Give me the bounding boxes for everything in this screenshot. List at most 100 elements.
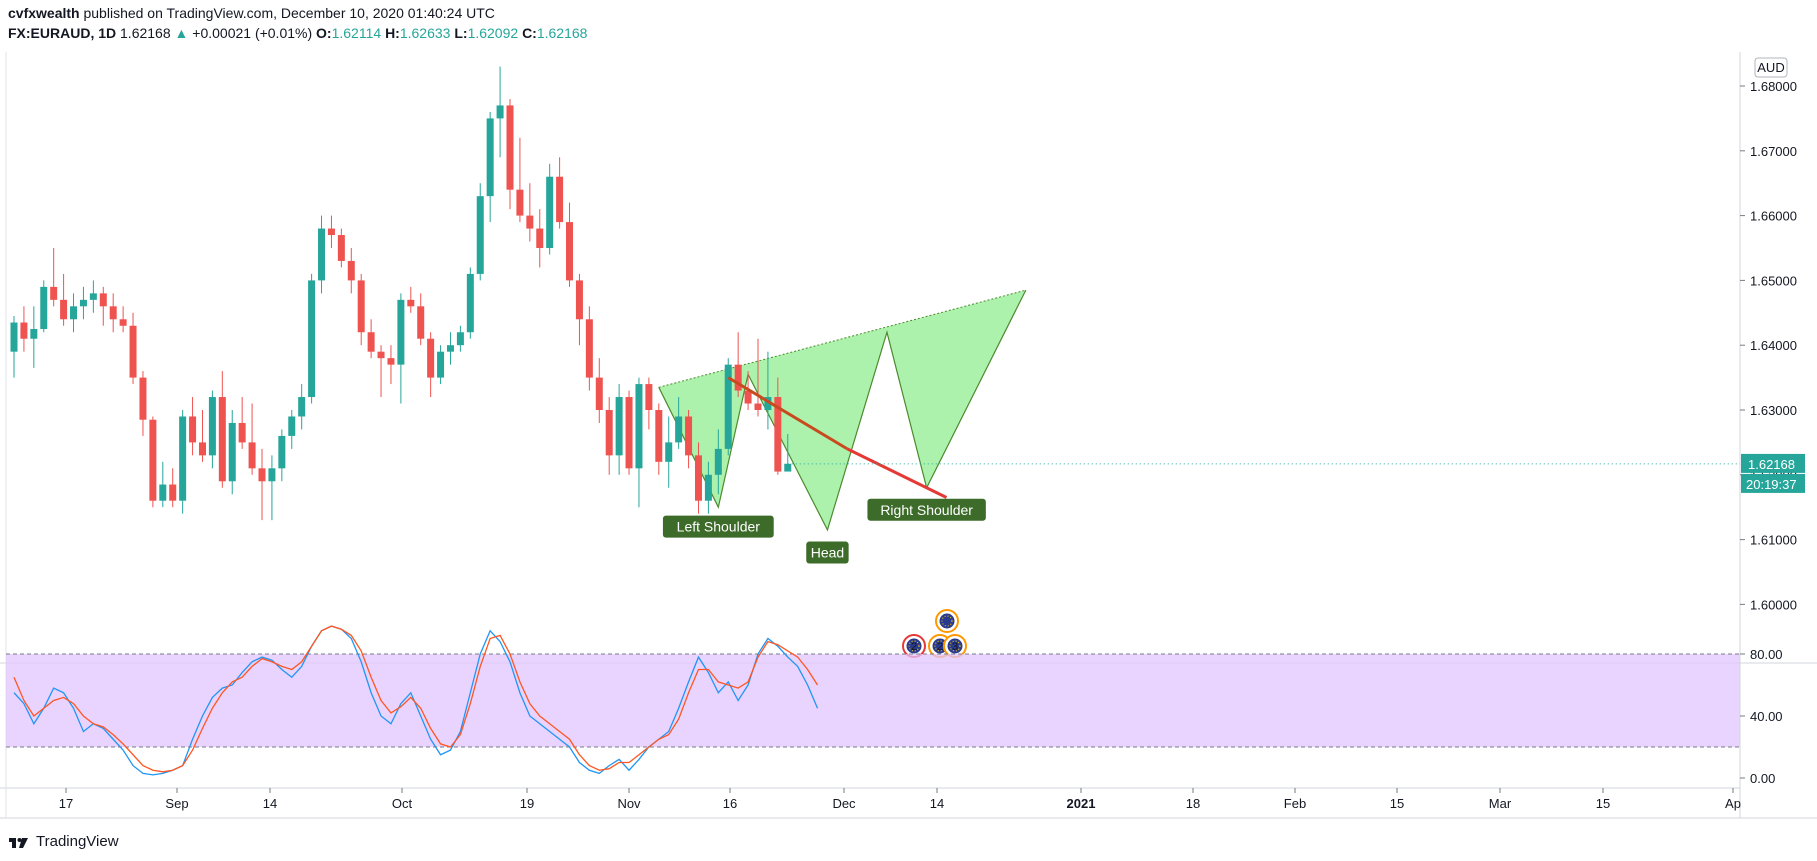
candle-down	[605, 397, 613, 475]
candle-down	[60, 273, 68, 326]
rsi-signal-line	[13, 625, 819, 773]
candle-body	[506, 105, 514, 190]
publish-info: published on TradingView.com, December 1…	[83, 5, 495, 21]
candle-up	[665, 416, 673, 488]
head-and-shoulders-pattern[interactable]	[658, 289, 1027, 532]
candle-body	[238, 422, 246, 443]
candle-body	[387, 358, 395, 365]
candle-down	[556, 157, 564, 229]
time-tick-label: Dec	[832, 796, 856, 811]
candle-down	[526, 183, 534, 242]
candle-up	[159, 461, 167, 508]
candle-body	[60, 299, 68, 320]
candle-body	[89, 293, 97, 300]
candle-down	[218, 371, 226, 488]
candle-body	[218, 397, 226, 482]
time-tick-label: 17	[59, 796, 73, 811]
candle-down	[109, 293, 117, 333]
candle-body	[615, 397, 623, 456]
ohlc-line: FX:EURAUD, 1D 1.62168 ▲ +0.00021 (+0.01%…	[8, 23, 1108, 43]
candle-up	[79, 286, 87, 320]
chart-header: cvfxwealth published on TradingView.com,…	[8, 4, 1108, 44]
rsi-tick-label: 80.00	[1750, 647, 1783, 662]
price-tick-label: 1.67000	[1750, 144, 1797, 159]
time-tick-label: 14	[263, 796, 277, 811]
candle-body	[40, 286, 48, 329]
rsi-axis: 80.00 40.00 0.00	[1740, 647, 1783, 786]
price-tick-label: 1.68000	[1750, 79, 1797, 94]
candle-up	[278, 429, 286, 482]
candle-down	[189, 397, 197, 456]
candle-body	[764, 397, 772, 410]
right-shoulder-label-bg	[867, 498, 986, 521]
time-tick-label: 2021	[1067, 796, 1096, 811]
candle-body	[70, 306, 78, 320]
open-label: O:	[316, 25, 332, 41]
candle-body	[724, 364, 732, 449]
left-shoulder-label[interactable]: Left Shoulder	[662, 515, 774, 538]
event-count: 2	[911, 641, 917, 653]
candle-body	[744, 390, 752, 404]
candle-body	[536, 228, 544, 248]
time-axis[interactable]: 17 Sep 14 Oct 19 Nov 16 Dec 14 2021 18 Feb 15 Mar 15 Ap	[59, 788, 1741, 811]
event-icon-3[interactable]: 3	[943, 634, 967, 658]
rsi-pane[interactable]	[6, 625, 1740, 776]
time-tick-label: 14	[930, 796, 944, 811]
candle-down	[575, 273, 583, 346]
candle-down	[774, 377, 782, 475]
candle-body	[298, 397, 306, 417]
pattern-labels[interactable]: Left Shoulder Head Right Shoulder	[662, 498, 986, 564]
neckline-segment-2[interactable]	[846, 447, 948, 499]
candle-body	[685, 416, 693, 456]
last-price-tags: 1.62168 20:19:37	[787, 453, 1805, 493]
candle-body	[625, 397, 633, 469]
footer[interactable]: TradingView	[8, 830, 119, 854]
price-tick-label: 1.64000	[1750, 338, 1797, 353]
candle-down	[258, 448, 266, 521]
time-tick-label: 15	[1390, 796, 1404, 811]
right-shoulder-label[interactable]: Right Shoulder	[867, 498, 986, 521]
candle-down	[754, 338, 762, 417]
candle-up	[268, 455, 276, 521]
candle-down	[595, 358, 603, 423]
candle-up	[724, 358, 732, 456]
candle-body	[437, 351, 445, 378]
candle-down	[357, 273, 365, 346]
candle-down	[645, 377, 653, 430]
pattern-top-line[interactable]	[658, 289, 1026, 388]
low-value: 1.62092	[467, 25, 519, 41]
candle-body	[248, 442, 256, 469]
candle-down	[625, 390, 633, 475]
price-change: +0.00021 (+0.01%)	[192, 25, 313, 41]
price-axis[interactable]: 1.68000 1.67000 1.66000 1.65000 1.64000 1.630…	[1740, 79, 1797, 612]
candle-down	[694, 442, 702, 514]
author-name[interactable]: cvfxwealth	[8, 5, 80, 21]
neckline[interactable]	[727, 376, 948, 499]
change-up-icon: ▲	[174, 25, 189, 41]
currency-badge[interactable]: AUD	[1754, 57, 1788, 78]
candle-body	[665, 442, 673, 462]
candle-body	[268, 468, 276, 482]
candle-body	[169, 484, 177, 501]
candle-up	[228, 410, 236, 495]
candle-up	[784, 433, 792, 472]
candle-body	[704, 474, 712, 501]
symbol-label[interactable]: FX:EURAUD, 1D	[8, 25, 117, 41]
candle-body	[645, 384, 653, 410]
head-label[interactable]: Head	[806, 541, 849, 564]
candle-down	[20, 306, 28, 352]
eu-stars	[941, 615, 953, 627]
event-icon-top[interactable]	[935, 609, 959, 633]
candle-up	[179, 410, 187, 514]
time-tick-label: Mar	[1489, 796, 1512, 811]
candle-body	[228, 422, 236, 482]
candle-body	[258, 468, 266, 482]
event-count: 2	[937, 641, 943, 653]
event-icon-1[interactable]: 2	[902, 634, 926, 658]
low-label: L:	[454, 25, 468, 41]
candle-down	[585, 306, 593, 391]
pattern-fill	[658, 290, 1026, 530]
neckline-segment-1[interactable]	[727, 376, 849, 451]
